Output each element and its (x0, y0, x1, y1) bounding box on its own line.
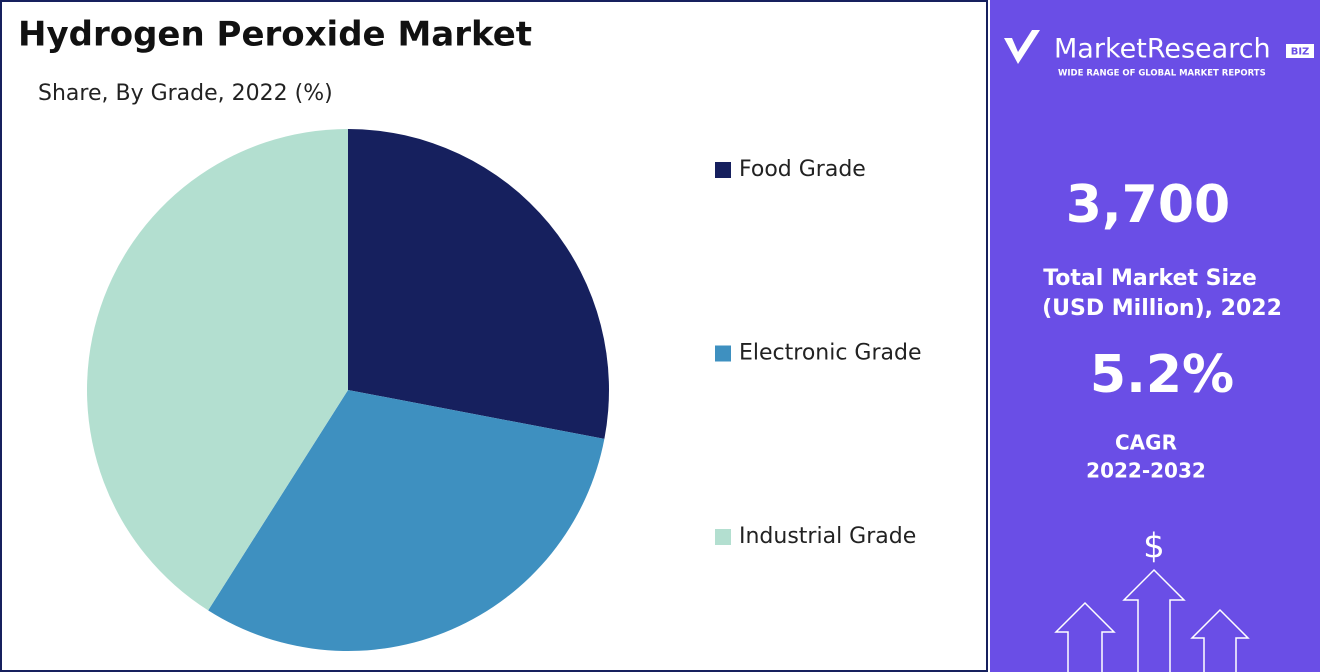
arrows-icon (1054, 568, 1250, 672)
legend-swatch (715, 529, 731, 545)
cagr-label: 2022-2032 (1086, 459, 1206, 483)
logo-badge-box (1286, 44, 1314, 58)
legend-swatch (715, 162, 731, 178)
legend-label: Food Grade (739, 157, 866, 182)
cagr-label: CAGR (1115, 431, 1177, 455)
logo-badge: BIZ (1291, 47, 1310, 58)
logo-mark (1004, 30, 1040, 64)
market-size: 3,700 (1066, 175, 1230, 235)
legend-label: Industrial Grade (739, 524, 916, 549)
pie-slice (208, 390, 605, 651)
dollar-icon: $ (1143, 527, 1165, 567)
legend-swatch (715, 345, 731, 362)
market-size-label: Total Market Size (1043, 266, 1257, 291)
logo-text: MarketResearch (1054, 34, 1271, 65)
legend-label: Electronic Grade (739, 341, 922, 366)
market-size-label: (USD Million), 2022 (1042, 296, 1282, 321)
pie-slice (87, 129, 348, 611)
cagr: 5.2% (1090, 345, 1234, 405)
chart-title: Hydrogen Peroxide Market (18, 15, 532, 55)
logo: MarketResearch BIZ WIDE RANGE OF GLOBAL … (1004, 30, 1314, 79)
chart-subtitle: Share, By Grade, 2022 (%) (38, 81, 333, 106)
logo-tagline: WIDE RANGE OF GLOBAL MARKET REPORTS (1058, 69, 1266, 79)
pie-slice (348, 129, 609, 439)
sidebar (990, 0, 1320, 672)
